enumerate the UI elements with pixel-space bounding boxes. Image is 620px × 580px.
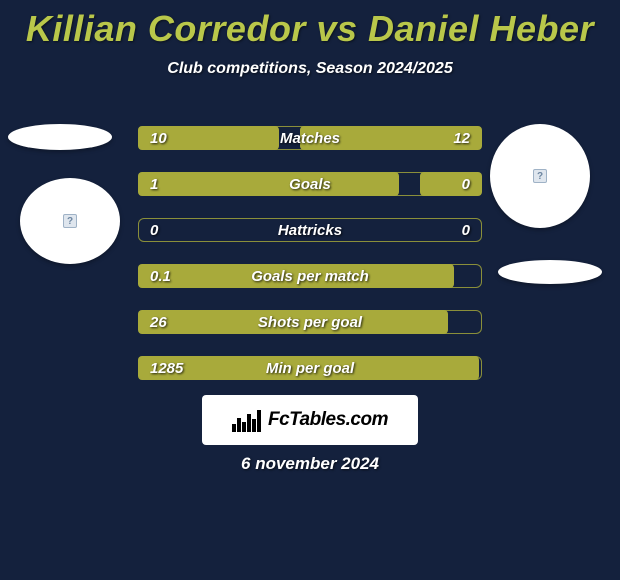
logo-text: FcTables.com	[268, 409, 388, 431]
value-left: 10	[138, 126, 179, 150]
value-left: 1285	[138, 356, 195, 380]
player-photo-placeholder: ?	[20, 178, 120, 264]
stat-row: 1285Min per goal	[138, 356, 482, 380]
stat-row: 1012Matches	[138, 126, 482, 150]
page-subtitle: Club competitions, Season 2024/2025	[0, 60, 620, 78]
stat-row: 10Goals	[138, 172, 482, 196]
value-left: 0	[138, 218, 170, 242]
missing-image-icon: ?	[533, 169, 547, 183]
value-left: 0.1	[138, 264, 183, 288]
stat-row: 0.1Goals per match	[138, 264, 482, 288]
bar-left	[138, 310, 448, 334]
stat-row: 00Hattricks	[138, 218, 482, 242]
value-right: 0	[450, 172, 482, 196]
value-right: 0	[450, 218, 482, 242]
value-right: 12	[441, 126, 482, 150]
bar-left	[138, 172, 399, 196]
stat-row: 26Shots per goal	[138, 310, 482, 334]
value-left: 1	[138, 172, 170, 196]
date-label: 6 november 2024	[0, 454, 620, 474]
bar-left	[138, 264, 454, 288]
missing-image-icon: ?	[63, 214, 77, 228]
logo-badge: FcTables.com	[202, 395, 418, 445]
page-title: Killian Corredor vs Daniel Heber	[0, 0, 620, 50]
logo-icon	[232, 408, 262, 432]
decor-ellipse	[498, 260, 602, 284]
player-photo-placeholder: ?	[490, 124, 590, 228]
decor-ellipse	[8, 124, 112, 150]
value-left: 26	[138, 310, 179, 334]
comparison-chart: 1012Matches10Goals00Hattricks0.1Goals pe…	[138, 126, 482, 402]
